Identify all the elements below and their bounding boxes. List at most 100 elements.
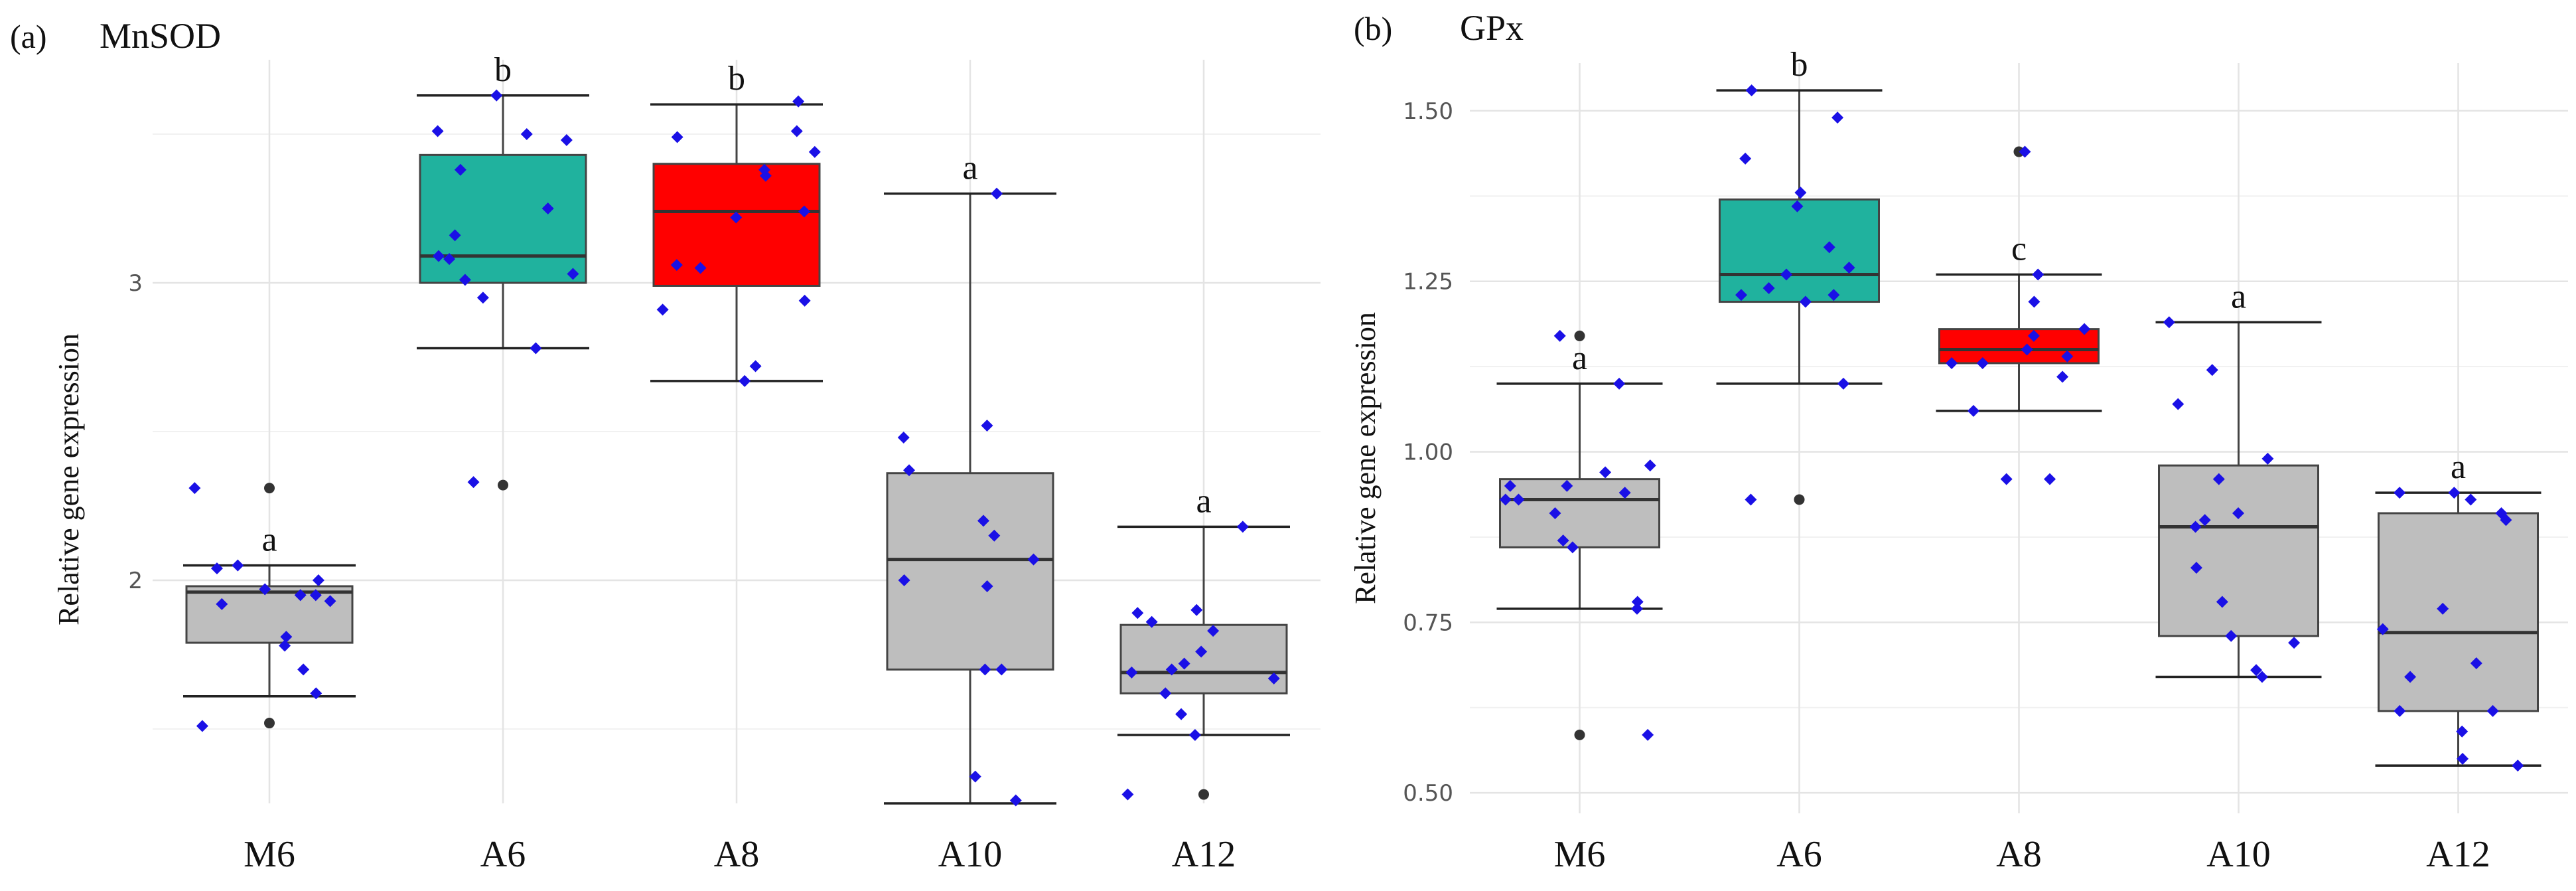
- data-point: [2225, 629, 2238, 642]
- data-point: [1145, 615, 1158, 628]
- data-point: [2456, 725, 2469, 738]
- significance-letter: a: [2451, 448, 2466, 486]
- data-point: [280, 631, 293, 643]
- data-point: [530, 342, 542, 355]
- data-point: [1618, 487, 1631, 499]
- data-point: [541, 202, 554, 214]
- data-point: [1968, 404, 1980, 417]
- data-point: [798, 205, 810, 218]
- data-point: [196, 720, 208, 732]
- data-point: [1190, 604, 1203, 616]
- outlier-point: [1794, 494, 1805, 505]
- data-point: [1561, 479, 1573, 492]
- data-point: [2172, 398, 2184, 410]
- data-point: [2376, 623, 2389, 635]
- data-point: [1745, 493, 1757, 506]
- data-point: [670, 259, 683, 272]
- data-point: [991, 187, 1003, 200]
- x-tick-label: A10: [938, 834, 1002, 875]
- data-point: [2512, 760, 2524, 772]
- data-point: [210, 562, 223, 575]
- data-point: [739, 374, 751, 387]
- significance-letter: a: [962, 149, 977, 187]
- data-point: [2044, 473, 2056, 485]
- data-point: [431, 125, 444, 137]
- data-point: [1504, 479, 1516, 492]
- data-point: [1837, 377, 1849, 390]
- box-A6: [419, 153, 587, 284]
- x-tick-label: A8: [714, 834, 759, 875]
- data-point: [1946, 357, 1958, 369]
- data-point: [1599, 466, 1612, 479]
- y-tick-label: 1.25: [1403, 269, 1453, 295]
- x-tick-label: M6: [1554, 834, 1606, 875]
- data-point: [520, 128, 533, 140]
- x-tick-label: A12: [1172, 834, 1236, 875]
- data-point: [2261, 452, 2274, 465]
- data-point: [1794, 187, 1807, 199]
- y-tick-label: 3: [128, 270, 143, 297]
- box-A12: [2378, 512, 2539, 712]
- data-point: [969, 770, 981, 783]
- data-point: [476, 291, 489, 304]
- data-point: [2486, 704, 2499, 717]
- data-point: [2437, 602, 2449, 615]
- data-point: [2216, 596, 2228, 608]
- panel-a: (a) MnSOD Relative gene expression 2 3 a M6…: [10, 16, 1321, 875]
- data-point: [977, 515, 989, 527]
- data-point: [2255, 671, 2268, 683]
- data-point: [1165, 663, 1178, 676]
- panel-b-y-axis-label: Relative gene expression: [1349, 312, 1382, 604]
- data-point: [898, 574, 910, 586]
- data-point: [2190, 562, 2202, 574]
- data-point: [2288, 637, 2301, 649]
- panel-b-title: GPx: [1460, 8, 1524, 48]
- data-point: [432, 250, 445, 262]
- y-tick-label: 0.75: [1403, 609, 1453, 636]
- data-point: [1557, 534, 1569, 547]
- data-point: [656, 303, 669, 316]
- data-point: [467, 476, 480, 489]
- data-point: [297, 663, 310, 676]
- data-point: [294, 589, 307, 602]
- data-point: [792, 95, 805, 108]
- data-point: [808, 145, 821, 158]
- panel-b-label: (b): [1354, 10, 1392, 47]
- significance-letter: a: [2231, 278, 2246, 315]
- data-point: [2019, 145, 2031, 158]
- data-point: [312, 574, 324, 586]
- panel-b: (b) GPx Relative gene expression 0.50 0.7…: [1349, 8, 2568, 875]
- panel-a-title: MnSOD: [100, 16, 221, 56]
- data-point: [2056, 370, 2069, 383]
- data-point: [1976, 357, 1989, 369]
- data-point: [1735, 289, 1747, 301]
- data-point: [2032, 268, 2044, 281]
- y-tick-label: 0.50: [1403, 780, 1453, 807]
- data-point: [1823, 241, 1835, 254]
- data-point: [2495, 507, 2508, 519]
- data-point: [2448, 487, 2461, 499]
- box-A10: [886, 472, 1054, 671]
- data-point: [2189, 521, 2202, 533]
- data-point: [2078, 323, 2091, 335]
- data-point: [279, 639, 291, 652]
- data-point: [1159, 687, 1172, 700]
- panel-b-plot-area: 0.50 0.75 1.00 1.25 1.50 a M6 b A6 c A8 a A10 a A12: [1403, 46, 2568, 875]
- outlier-point: [264, 718, 275, 729]
- data-point: [1827, 289, 1840, 301]
- data-point: [1188, 728, 1201, 741]
- significance-letter: c: [2011, 230, 2027, 268]
- data-point: [1642, 728, 1654, 741]
- data-point: [1831, 112, 1844, 124]
- data-point: [188, 482, 201, 495]
- outlier-point: [1574, 330, 1585, 341]
- data-point: [1799, 295, 1812, 308]
- data-point: [979, 663, 991, 676]
- data-point: [443, 253, 456, 266]
- panel-a-plot-area: 2 3 a M6 b A6 b A8 a A10 a A12: [128, 51, 1321, 875]
- x-tick-label: A10: [2206, 834, 2270, 875]
- y-tick-label: 1.00: [1403, 440, 1453, 466]
- data-point: [694, 262, 707, 274]
- data-point: [1745, 84, 1758, 97]
